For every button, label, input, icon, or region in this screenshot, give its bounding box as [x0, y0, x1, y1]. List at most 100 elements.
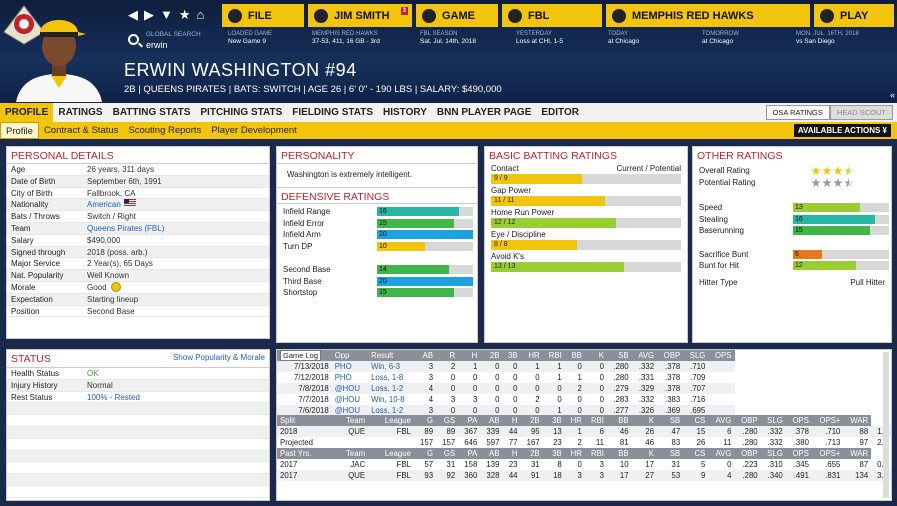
game-log-cell[interactable]: Loss, 1-2 — [368, 382, 414, 394]
batting-bar-fill — [491, 262, 624, 272]
game-log-cell[interactable]: @HOU — [331, 404, 369, 416]
personal-key: Position — [11, 306, 40, 316]
header-info-3: YESTERDAY Loss at CHI, 1-5 — [516, 30, 563, 46]
top-button-game[interactable]: GAME — [416, 4, 498, 27]
star-icon[interactable]: ★ — [178, 7, 191, 22]
stats-cell: 10 — [619, 459, 629, 469]
hitter-type-row: Hitter Type Pull Hitter — [693, 272, 891, 293]
available-actions-button[interactable]: AVAILABLE ACTIONS ¥ — [793, 124, 891, 137]
rating-row: Infield Range 16 — [277, 206, 477, 218]
subtab-contract-status[interactable]: Contract & Status — [43, 125, 119, 136]
game-log-col-header[interactable]: OPS — [708, 350, 735, 361]
batting-bar-fill — [491, 240, 577, 250]
stats-cell: 31 — [530, 459, 540, 469]
game-log-select[interactable]: Game Log — [280, 350, 322, 361]
tab-batting-stats[interactable]: BATTING STATS — [112, 107, 191, 118]
tab-profile[interactable]: PROFILE — [0, 103, 54, 122]
top-button-file[interactable]: FILE — [222, 4, 304, 27]
back-icon[interactable]: ◀ — [128, 7, 138, 22]
game-log-col-header[interactable]: R — [436, 350, 459, 361]
game-log-col-header[interactable]: RBI — [542, 350, 565, 361]
top-button-play[interactable]: PLAY — [814, 4, 894, 27]
personal-row: City of Birth Fallbrook, CA — [7, 188, 269, 200]
show-popularity-link[interactable]: Show Popularity & Morale — [172, 353, 265, 362]
forward-icon[interactable]: ▶ — [144, 7, 154, 22]
subtab-scouting-reports[interactable]: Scouting Reports — [128, 125, 202, 136]
status-row: Rest Status 100% - Rested — [7, 392, 269, 404]
stats-col-header: SB — [657, 415, 684, 427]
top-button-jim-smith[interactable]: JIM SMITH 3 — [308, 4, 412, 27]
game-log-cell[interactable]: Win, 6-3 — [368, 361, 414, 372]
game-log-row[interactable]: 7/6/2018 @HOU Loss, 1-2 3 0 0 0 0 0 1 0 0.277.326.3… — [277, 404, 891, 416]
game-log-cell: 0 — [520, 404, 543, 416]
stats-col-header: RBI — [584, 448, 607, 460]
stats-cell: 367 — [458, 426, 481, 438]
game-log-cell[interactable]: PHO — [331, 361, 369, 372]
top-button-memphis-red-hawks[interactable]: MEMPHIS RED HAWKS — [606, 4, 810, 27]
rating-name: Turn DP — [283, 241, 313, 251]
stats-cell: 26 — [631, 426, 658, 438]
game-log-col-header[interactable]: K — [584, 350, 607, 361]
rating-bar-fill — [377, 230, 473, 240]
game-log-cell[interactable]: @HOU — [331, 382, 369, 394]
header-info-1: MEMPHIS RED HAWKS 37-53, 411, 16 GB - 3rd — [312, 30, 380, 46]
head-scout-button[interactable]: HEAD SCOUT — [829, 105, 893, 120]
top-button-label: FILE — [248, 9, 272, 22]
folder-icon — [228, 8, 242, 23]
game-log-cell[interactable]: Loss, 1-8 — [371, 372, 404, 382]
tab-editor[interactable]: EDITOR — [541, 107, 579, 118]
game-log-cell: 0 — [495, 394, 500, 404]
stats-cell: 1 — [564, 426, 585, 438]
game-log-col-header[interactable]: AB — [413, 350, 437, 361]
game-log-col-header[interactable]: OBP — [657, 350, 684, 361]
game-log-filler — [708, 404, 735, 416]
game-log-col-header[interactable]: H — [458, 350, 481, 361]
game-log-row[interactable]: 7/12/2018 PHO Loss, 1-8 3 0 0 0 0 0 1 1 0 .280 .331 .3… — [277, 372, 891, 383]
game-log-cell[interactable]: PHO — [334, 372, 352, 382]
game-log-row[interactable]: 7/7/2018 @HOU Win, 10-8 4 3 3 0 0 2 0 0 0 .283 .332 .3… — [277, 394, 891, 405]
subtab-profile[interactable]: Profile — [0, 122, 39, 139]
game-log-cell: 3 — [472, 394, 478, 404]
game-log-col-header[interactable]: SB — [606, 350, 632, 361]
game-log-col-header[interactable]: Opp — [331, 350, 369, 361]
game-log-col-header[interactable]: BB — [564, 350, 585, 361]
home-icon[interactable]: ⌂ — [196, 7, 205, 22]
stats-cell: 26 — [696, 438, 706, 448]
tab-bnn-player-page[interactable]: BNN PLAYER PAGE — [436, 107, 532, 118]
tab-history[interactable]: HISTORY — [383, 107, 427, 118]
game-log-col-header[interactable]: HR — [520, 350, 543, 361]
game-log-cell[interactable]: Loss, 1-2 — [368, 404, 414, 416]
stats-cell: .710 — [811, 426, 844, 438]
collapse-icon[interactable]: « — [889, 90, 895, 100]
batting-rating-value: 8 / 8 — [494, 241, 508, 248]
game-log-cell[interactable]: Win, 10-8 — [371, 394, 405, 404]
dropdown-icon[interactable]: ▼ — [160, 7, 173, 22]
tab-fielding-stats[interactable]: FIELDING STATS — [292, 107, 373, 118]
search-icon[interactable] — [128, 34, 139, 45]
personal-value[interactable]: Queens Pirates (FBL) — [87, 223, 165, 233]
tab-ratings[interactable]: RATINGS — [58, 107, 103, 118]
status-row: Health Status OK — [7, 368, 269, 380]
personal-row: Bats / Throws Switch / Right — [7, 211, 269, 223]
rating-bar: 15 — [793, 226, 889, 236]
game-log-row[interactable]: 7/13/2018 PHO Win, 6-3 3 2 1 0 0 1 1 0 0.280.332.37… — [277, 361, 891, 372]
rating-value: 16 — [379, 208, 387, 216]
game-log-scrollbar[interactable] — [883, 352, 889, 498]
personal-value[interactable]: American — [87, 200, 121, 210]
game-log-col-header[interactable]: Result — [368, 350, 414, 361]
star-icon — [822, 166, 832, 176]
tab-pitching-stats[interactable]: PITCHING STATS — [200, 107, 283, 118]
game-log-col-header[interactable]: AVG — [631, 350, 658, 361]
game-log-row[interactable]: 7/8/2018 @HOU Loss, 1-2 4 0 0 0 0 0 0 2 0.279.329.3… — [277, 382, 891, 394]
top-button-fbl[interactable]: FBL — [502, 4, 602, 27]
game-log-col-header[interactable]: SLG — [683, 350, 709, 361]
game-log-cell[interactable]: @HOU — [334, 394, 360, 404]
rating-value: 14 — [379, 266, 387, 274]
search-input[interactable] — [146, 39, 224, 51]
osa-ratings-button[interactable]: OSA RATINGS — [765, 105, 830, 120]
subtab-player-development[interactable]: Player Development — [211, 125, 297, 136]
game-log-col-header[interactable]: 2B — [480, 350, 503, 361]
game-log-col-header[interactable]: 3B — [502, 350, 521, 361]
game-log-cell: 0 — [458, 404, 481, 416]
stats-cell: 89 — [413, 426, 437, 438]
